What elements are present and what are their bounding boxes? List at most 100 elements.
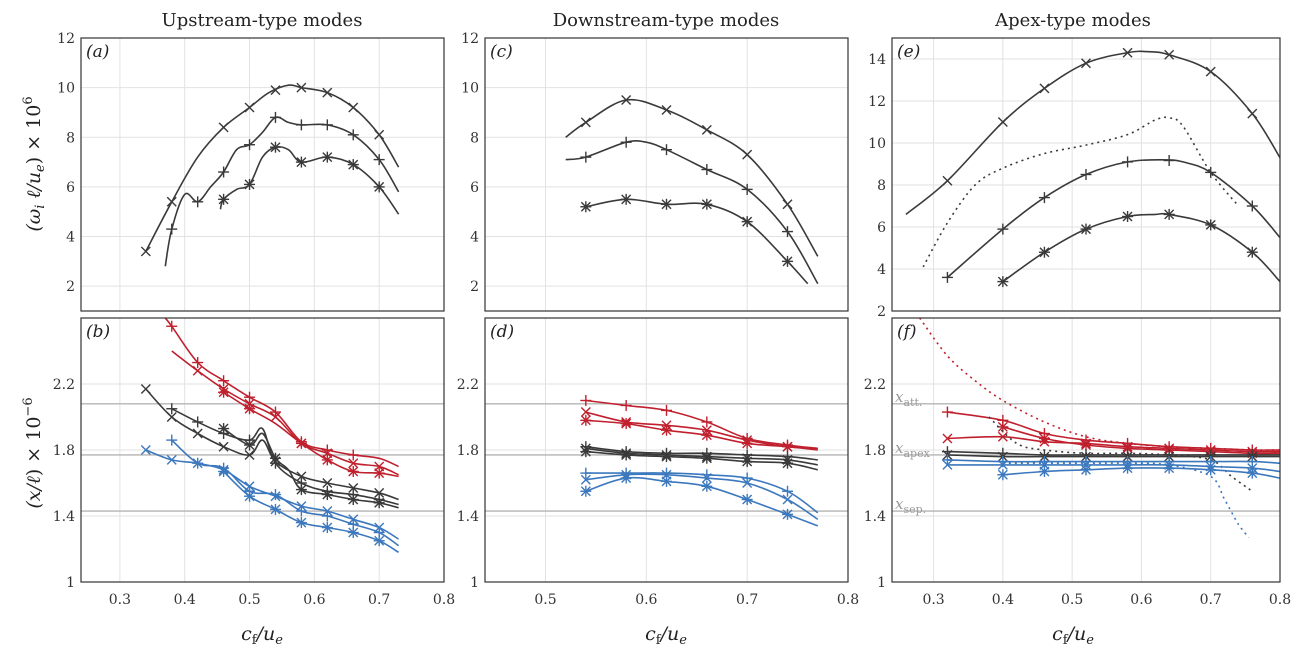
data-point: [1038, 432, 1050, 444]
data-point: [192, 196, 204, 208]
data-point: [1122, 462, 1134, 474]
data-point: [997, 421, 1009, 433]
panel-c: 2 4 6 8 10 12 (c): [461, 31, 849, 312]
data-point: [742, 478, 753, 488]
y-tick-label: 1.4: [864, 509, 886, 525]
y-tick-label: 2: [470, 279, 479, 295]
data-point: [321, 510, 333, 522]
y-tick-label: 8: [66, 130, 75, 146]
data-point: [373, 181, 385, 193]
data-point: [244, 139, 256, 151]
axes-frame: [484, 317, 849, 583]
data-point: [1247, 108, 1258, 119]
y-tick-label: 8: [470, 130, 479, 146]
data-point: [322, 87, 333, 98]
data-point: [580, 201, 592, 213]
panel-d: 1 1.4 1.8 2.2 0.5 0.6 0.7 0.8 (d): [457, 317, 859, 608]
y-tick-label: 4: [470, 230, 479, 246]
y-tick-label: 2: [877, 304, 886, 320]
panel-label: (d): [490, 322, 514, 342]
data-point: [347, 494, 359, 505]
x-tick-label: 0.8: [433, 592, 455, 608]
series-line: [219, 145, 400, 215]
data-point: [661, 424, 672, 436]
data-point: [373, 154, 385, 166]
data-point: [218, 193, 230, 205]
x-tick-label: 0.5: [238, 592, 260, 608]
data-point: [166, 412, 177, 422]
data-point: [620, 472, 632, 484]
data-point: [269, 141, 281, 153]
data-point: [244, 178, 256, 190]
data-point: [1080, 169, 1092, 180]
series-line: [946, 158, 1280, 279]
y-axis-label-bottom: (x/ℓ) × 10−6: [21, 397, 45, 508]
data-point: [580, 395, 592, 406]
svg-text:(ωi ℓ/ue) × 106: (ωi ℓ/ue) × 106: [21, 96, 48, 231]
series-line: [164, 116, 400, 267]
y-tick-label: 6: [877, 220, 886, 236]
reference-line-label: xatt.: [895, 388, 922, 409]
data-point: [741, 494, 753, 505]
data-point: [321, 454, 333, 466]
panel-label: (b): [86, 322, 110, 342]
data-point: [1080, 223, 1092, 235]
data-point: [997, 431, 1008, 442]
x-tick-label: 0.6: [303, 592, 325, 608]
data-point: [1038, 465, 1050, 477]
panel-label: (f): [897, 322, 917, 342]
y-tick-label: 1.8: [864, 443, 886, 459]
data-point: [661, 404, 672, 416]
y-tick-label: 8: [877, 178, 886, 194]
data-point: [347, 527, 359, 538]
y-tick-label: 2.2: [53, 377, 75, 393]
data-point: [997, 469, 1009, 481]
y-tick-label: 14: [868, 52, 886, 68]
series-line: [145, 84, 400, 252]
data-point: [295, 437, 307, 449]
data-point: [244, 102, 255, 113]
y-tick-label: 1.8: [53, 443, 75, 459]
data-point: [192, 416, 204, 428]
data-point: [997, 276, 1009, 288]
y-tick-label: 4: [66, 230, 75, 246]
data-point: [1163, 155, 1175, 166]
data-point: [269, 503, 281, 515]
data-point: [580, 446, 592, 458]
data-point: [701, 429, 713, 441]
grid-b: [81, 318, 445, 583]
data-point: [661, 451, 672, 463]
axes-frame: [891, 317, 1281, 583]
data-point: [782, 508, 793, 520]
data-point: [218, 166, 230, 178]
data-point: [321, 489, 333, 501]
x-tick-label: 0.6: [635, 592, 657, 608]
data-point: [295, 119, 307, 131]
y-tick-label: 2.2: [864, 377, 886, 393]
data-point: [661, 144, 672, 156]
data-point: [270, 85, 281, 96]
data-point: [244, 391, 256, 403]
data-point: [621, 95, 632, 106]
data-point: [269, 406, 281, 418]
data-point: [218, 465, 230, 477]
data-point: [140, 246, 151, 257]
y-tick-label: 1.4: [457, 509, 479, 525]
data-point: [580, 407, 591, 418]
axes-frame: [80, 37, 445, 312]
data-point: [942, 175, 953, 186]
data-point: [701, 164, 713, 176]
y-axis-label-top: (ωi ℓ/ue) × 106: [21, 96, 48, 231]
data-point: [347, 129, 359, 141]
data-point: [192, 357, 204, 369]
data-point: [1164, 49, 1175, 60]
data-point: [741, 437, 753, 449]
data-point: [296, 82, 307, 93]
data-point: [661, 475, 672, 487]
y-tick-label: 12: [57, 31, 75, 47]
data-point: [782, 494, 793, 505]
x-tick-label: 0.4: [992, 592, 1014, 608]
data-point: [269, 489, 281, 501]
data-point: [166, 320, 178, 332]
data-point: [620, 136, 632, 148]
